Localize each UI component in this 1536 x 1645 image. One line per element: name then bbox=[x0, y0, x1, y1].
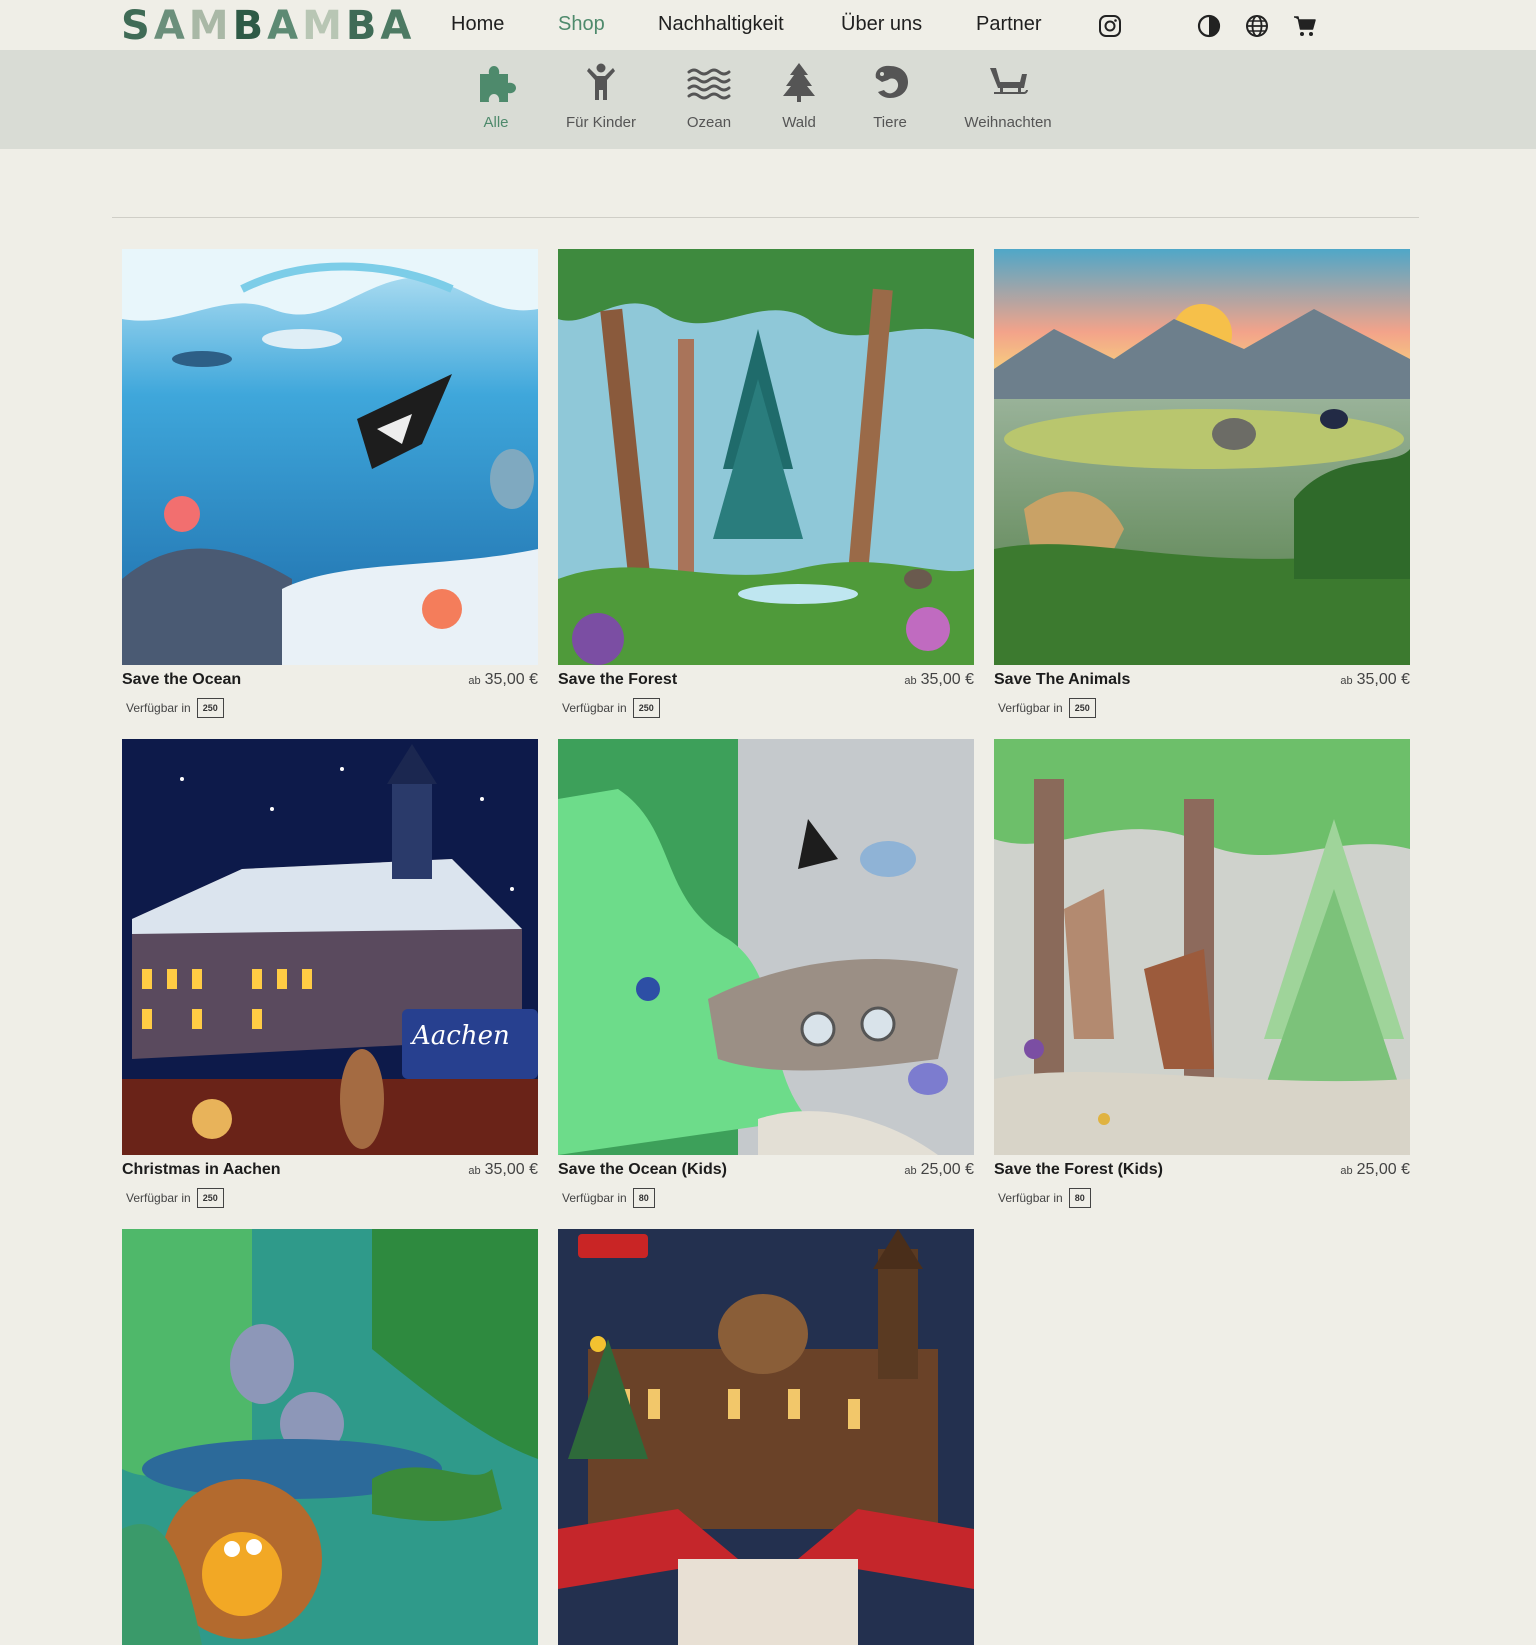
product-price: ab 35,00 € bbox=[1340, 671, 1410, 689]
product-card[interactable] bbox=[122, 1229, 538, 1645]
logo-letter: A bbox=[267, 3, 303, 49]
availability: Verfügbar in 250 bbox=[562, 698, 974, 720]
nav-link-nachhaltigkeit[interactable]: Nachhaltigkeit bbox=[658, 13, 784, 35]
product-card[interactable]: Save the Forest ab 35,00 € Verfügbar in 25… bbox=[558, 249, 974, 720]
category-tiere[interactable]: Tiere bbox=[840, 60, 940, 146]
logo-letter: S bbox=[121, 3, 154, 49]
category-label: Alle bbox=[483, 114, 509, 131]
category-wald[interactable]: Wald bbox=[749, 60, 849, 146]
logo-letter: A bbox=[153, 3, 189, 49]
available-label: Verfügbar in bbox=[562, 1191, 627, 1205]
pieces-badge[interactable]: 250 bbox=[632, 698, 660, 718]
availability: Verfügbar in 250 bbox=[126, 1188, 538, 1210]
child-icon bbox=[587, 63, 615, 100]
availability: Verfügbar in 250 bbox=[998, 698, 1410, 720]
product-title[interactable]: Christmas in Aachen bbox=[122, 1161, 281, 1178]
brand-logo[interactable]: SAMBAMBA bbox=[121, 4, 415, 48]
product-image[interactable] bbox=[122, 249, 538, 665]
product-card[interactable]: Aachen Christmas in Aachen ab 35,00 € Ver… bbox=[122, 739, 538, 1210]
category-label: Für Kinder bbox=[565, 114, 637, 131]
logo-letter: M bbox=[188, 3, 233, 49]
price-prefix: ab bbox=[1340, 675, 1353, 687]
product-price: ab 25,00 € bbox=[904, 1161, 974, 1179]
pieces-badge[interactable]: 250 bbox=[196, 1188, 224, 1208]
animal-icon bbox=[875, 65, 908, 98]
product-title[interactable]: Save The Animals bbox=[994, 671, 1131, 688]
category-label: Ozean bbox=[686, 114, 732, 131]
category-label: Tiere bbox=[873, 114, 907, 131]
product-image[interactable] bbox=[122, 1229, 538, 1645]
price-value: 25,00 € bbox=[920, 1161, 974, 1178]
product-image[interactable] bbox=[994, 739, 1410, 1155]
logo-letter: A bbox=[380, 3, 416, 49]
availability: Verfügbar in 80 bbox=[562, 1188, 974, 1210]
product-card[interactable]: Save the Ocean (Kids) ab 25,00 € Verfügba… bbox=[558, 739, 974, 1210]
logo-letter: B bbox=[345, 3, 381, 49]
logo-letter: B bbox=[232, 3, 268, 49]
product-title[interactable]: Save the Ocean bbox=[122, 671, 242, 688]
availability: Verfügbar in 250 bbox=[126, 698, 538, 720]
waves-icon bbox=[687, 68, 731, 100]
category-label: Weihnachten bbox=[964, 114, 1052, 131]
product-image[interactable] bbox=[994, 249, 1410, 665]
category-ozean[interactable]: Ozean bbox=[659, 60, 759, 146]
category-bar: Alle Für Kinder Ozean Wald T bbox=[0, 50, 1536, 149]
globe-icon[interactable] bbox=[1245, 14, 1269, 38]
product-price: ab 35,00 € bbox=[468, 671, 538, 689]
svg-text:Aachen: Aachen bbox=[410, 1021, 510, 1051]
pieces-badge[interactable]: 80 bbox=[632, 1188, 655, 1208]
product-image[interactable] bbox=[558, 249, 974, 665]
puzzle-icon bbox=[480, 66, 516, 102]
price-prefix: ab bbox=[468, 1165, 481, 1177]
top-navigation: SAMBAMBA Home Shop Nachhaltigkeit Über u… bbox=[0, 0, 1536, 50]
available-label: Verfügbar in bbox=[126, 1191, 191, 1205]
product-image[interactable]: Aachen bbox=[122, 739, 538, 1155]
tree-icon bbox=[783, 63, 815, 102]
price-prefix: ab bbox=[904, 675, 917, 687]
pieces-badge[interactable]: 250 bbox=[196, 698, 224, 718]
nav-link-shop[interactable]: Shop bbox=[558, 13, 605, 35]
price-value: 35,00 € bbox=[920, 671, 974, 688]
pieces-badge[interactable]: 80 bbox=[1068, 1188, 1091, 1208]
category-fuer-kinder[interactable]: Für Kinder bbox=[551, 60, 651, 146]
pieces-badge[interactable]: 250 bbox=[1068, 698, 1096, 718]
product-price: ab 35,00 € bbox=[904, 671, 974, 689]
nav-link-partner[interactable]: Partner bbox=[976, 13, 1042, 35]
price-value: 25,00 € bbox=[1356, 1161, 1410, 1178]
price-value: 35,00 € bbox=[1356, 671, 1410, 688]
product-image[interactable] bbox=[558, 739, 974, 1155]
price-prefix: ab bbox=[904, 1165, 917, 1177]
price-value: 35,00 € bbox=[484, 1161, 538, 1178]
nav-link-home[interactable]: Home bbox=[451, 13, 505, 35]
product-price: ab 25,00 € bbox=[1340, 1161, 1410, 1179]
nav-link-ueber-uns[interactable]: Über uns bbox=[841, 13, 923, 35]
price-value: 35,00 € bbox=[484, 671, 538, 688]
available-label: Verfügbar in bbox=[998, 1191, 1063, 1205]
product-card[interactable]: Save the Forest (Kids) ab 25,00 € Verfügb… bbox=[994, 739, 1410, 1210]
product-card[interactable] bbox=[558, 1229, 974, 1645]
product-card[interactable]: Save the Ocean ab 35,00 € Verfügbar in 250 bbox=[122, 249, 538, 720]
price-prefix: ab bbox=[1340, 1165, 1353, 1177]
product-price: ab 35,00 € bbox=[468, 1161, 538, 1179]
price-prefix: ab bbox=[468, 675, 481, 687]
available-label: Verfügbar in bbox=[998, 701, 1063, 715]
instagram-icon[interactable] bbox=[1098, 14, 1122, 38]
product-title[interactable]: Save the Forest (Kids) bbox=[994, 1161, 1163, 1178]
available-label: Verfügbar in bbox=[562, 701, 627, 715]
category-weihnachten[interactable]: Weihnachten bbox=[958, 60, 1058, 146]
product-title[interactable]: Save the Forest bbox=[558, 671, 678, 688]
product-image[interactable] bbox=[558, 1229, 974, 1645]
product-title[interactable]: Save the Ocean (Kids) bbox=[558, 1161, 727, 1178]
cart-icon[interactable] bbox=[1293, 14, 1317, 38]
available-label: Verfügbar in bbox=[126, 701, 191, 715]
category-alle[interactable]: Alle bbox=[446, 60, 546, 146]
product-card[interactable]: Save The Animals ab 35,00 € Verfügbar in 2… bbox=[994, 249, 1410, 720]
logo-letter: M bbox=[302, 3, 346, 49]
contrast-icon[interactable] bbox=[1197, 14, 1221, 38]
availability: Verfügbar in 80 bbox=[998, 1188, 1410, 1210]
section-divider bbox=[112, 217, 1419, 218]
category-label: Wald bbox=[782, 114, 816, 131]
sleigh-icon bbox=[990, 68, 1028, 94]
